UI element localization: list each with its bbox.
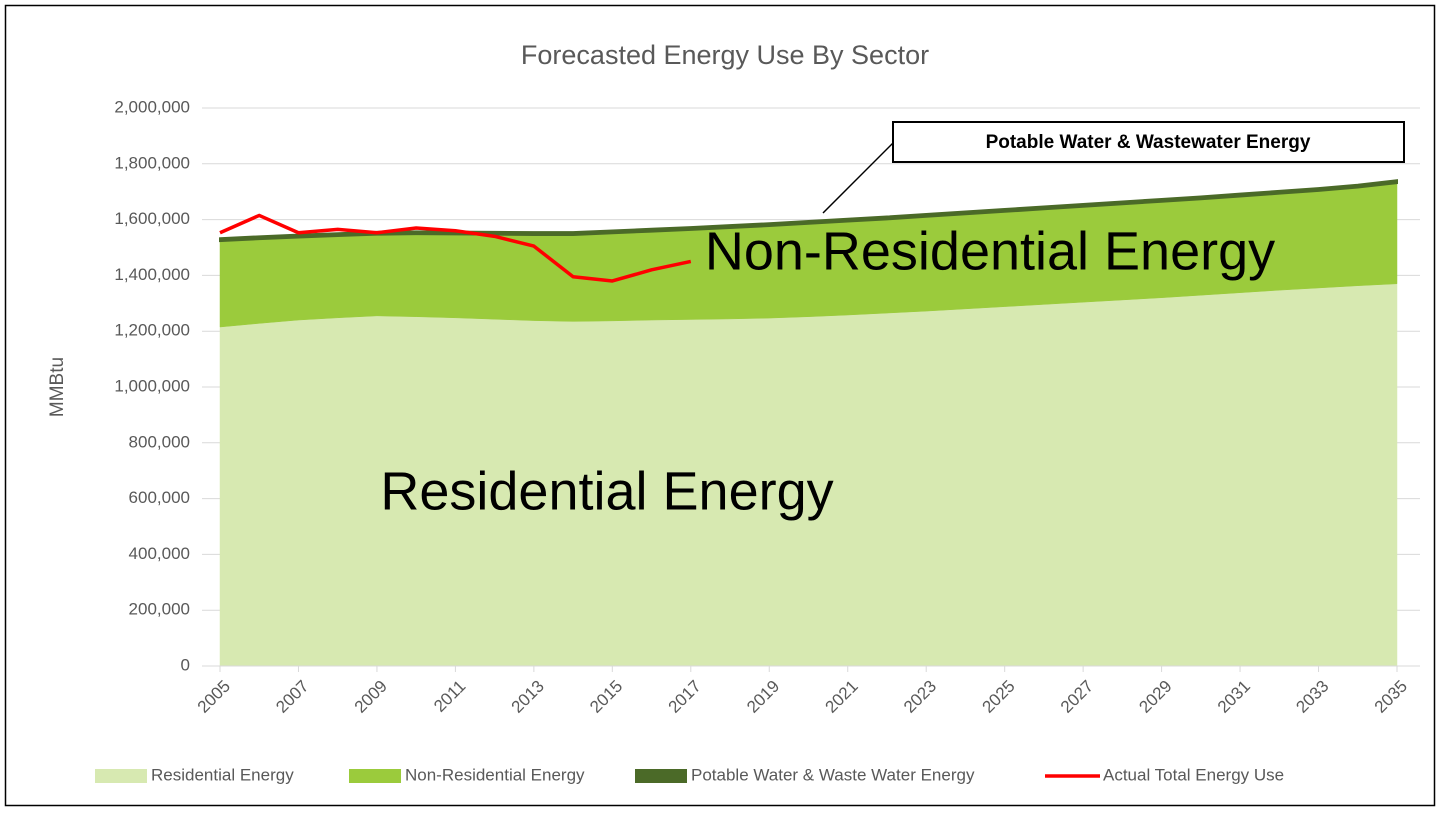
y-tick-label: 1,200,000	[114, 321, 190, 340]
callout-text: Potable Water & Wastewater Energy	[986, 132, 1311, 153]
legend-label: Potable Water & Waste Water Energy	[691, 765, 975, 784]
line	[219, 213, 692, 283]
y-tick-label: 1,000,000	[114, 376, 190, 395]
legend-label: Residential Energy	[151, 765, 294, 784]
legend-label: Actual Total Energy Use	[1103, 765, 1284, 784]
y-tick-label: 400,000	[129, 544, 190, 563]
area	[219, 179, 1398, 243]
y-tick-label: 600,000	[129, 488, 190, 507]
legend-swatch	[635, 769, 687, 783]
legend-label: Non-Residential Energy	[405, 765, 585, 784]
y-tick-label: 800,000	[129, 432, 190, 451]
y-tick-label: 0	[181, 655, 190, 674]
annotation: Non-Residential Energy	[705, 221, 1275, 281]
legend-swatch	[95, 769, 147, 783]
y-tick-label: 1,600,000	[114, 209, 190, 228]
y-tick-label: 1,400,000	[114, 265, 190, 284]
legend-swatch	[349, 769, 401, 783]
y-tick-label: 2,000,000	[114, 97, 190, 116]
callout-box	[892, 121, 1405, 163]
y-tick-label: 200,000	[129, 600, 190, 619]
chart-title: Forecasted Energy Use By Sector	[521, 40, 929, 70]
annotation: Residential Energy	[380, 461, 833, 521]
callout-leader	[822, 140, 896, 214]
y-tick-label: 1,800,000	[114, 153, 190, 172]
y-axis-label: MMBtu	[47, 357, 68, 417]
plot-area	[202, 107, 1420, 672]
